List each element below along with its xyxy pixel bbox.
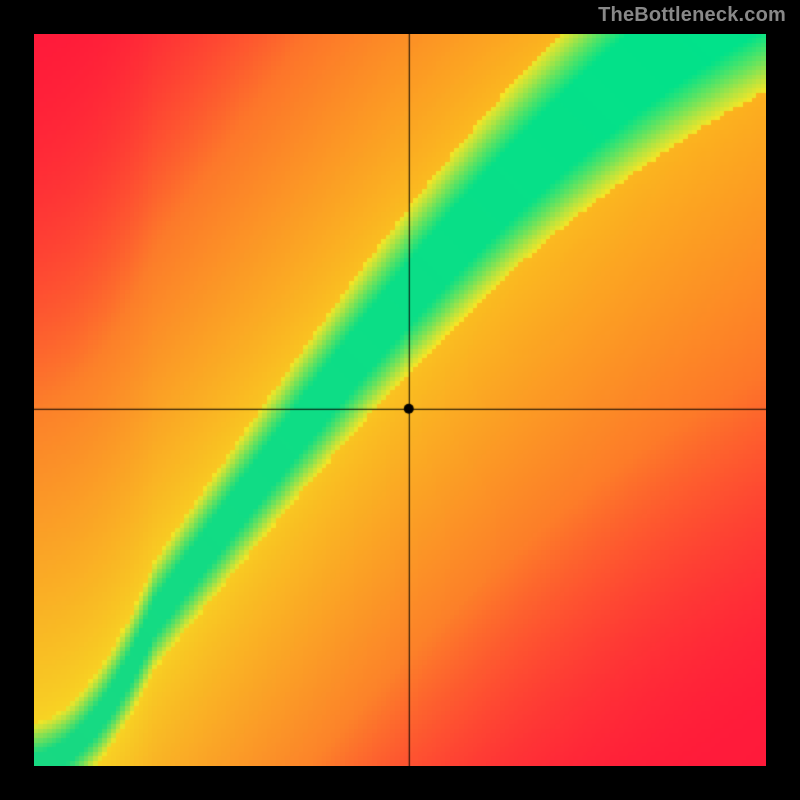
watermark-text: TheBottleneck.com [598, 4, 786, 27]
chart-container: TheBottleneck.com [0, 0, 800, 800]
bottleneck-heatmap [34, 34, 766, 766]
